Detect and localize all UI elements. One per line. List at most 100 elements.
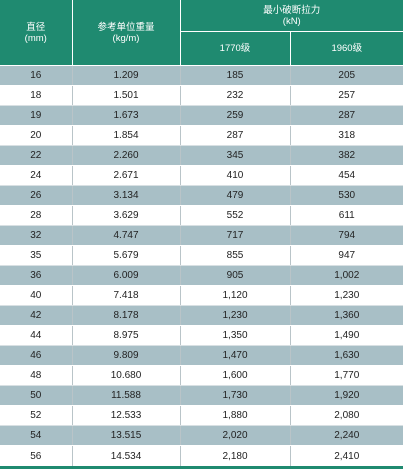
force-1960-cell: 2,410 (290, 446, 403, 468)
diameter-cell: 28 (0, 206, 72, 226)
header-grade-1960: 1960级 (290, 32, 403, 66)
header-grade-1770: 1770级 (180, 32, 290, 66)
force-1770-cell: 1,120 (180, 286, 290, 306)
force-1770-cell: 1,470 (180, 346, 290, 366)
force-1960-cell: 454 (290, 166, 403, 186)
weight-cell: 4.747 (72, 226, 180, 246)
diameter-cell: 22 (0, 146, 72, 166)
diameter-cell: 52 (0, 406, 72, 426)
weight-cell: 1.209 (72, 66, 180, 86)
weight-cell: 12.533 (72, 406, 180, 426)
force-1960-cell: 530 (290, 186, 403, 206)
diameter-cell: 46 (0, 346, 72, 366)
force-1960-cell: 1,920 (290, 386, 403, 406)
force-1770-cell: 905 (180, 266, 290, 286)
force-1770-cell: 855 (180, 246, 290, 266)
force-1960-cell: 1,002 (290, 266, 403, 286)
diameter-cell: 42 (0, 306, 72, 326)
diameter-cell: 48 (0, 366, 72, 386)
diameter-cell: 44 (0, 326, 72, 346)
force-1960-cell: 794 (290, 226, 403, 246)
weight-cell: 9.809 (72, 346, 180, 366)
force-1770-cell: 552 (180, 206, 290, 226)
force-1770-cell: 1,880 (180, 406, 290, 426)
force-1770-cell: 259 (180, 106, 290, 126)
force-1770-cell: 232 (180, 86, 290, 106)
diameter-cell: 24 (0, 166, 72, 186)
header-weight-unit: (kg/m) (73, 33, 180, 44)
header-weight-label: 参考单位重量 (73, 22, 180, 33)
weight-cell: 14.534 (72, 446, 180, 468)
force-1770-cell: 287 (180, 126, 290, 146)
diameter-cell: 16 (0, 66, 72, 86)
force-1960-cell: 382 (290, 146, 403, 166)
force-1960-cell: 611 (290, 206, 403, 226)
diameter-cell: 18 (0, 86, 72, 106)
force-1770-cell: 410 (180, 166, 290, 186)
weight-cell: 13.515 (72, 426, 180, 446)
weight-cell: 1.501 (72, 86, 180, 106)
diameter-cell: 54 (0, 426, 72, 446)
header-weight: 参考单位重量 (kg/m) (72, 0, 180, 66)
weight-cell: 3.629 (72, 206, 180, 226)
diameter-cell: 36 (0, 266, 72, 286)
force-1960-cell: 1,630 (290, 346, 403, 366)
diameter-cell: 20 (0, 126, 72, 146)
weight-cell: 7.418 (72, 286, 180, 306)
weight-cell: 11.588 (72, 386, 180, 406)
force-1960-cell: 1,490 (290, 326, 403, 346)
force-1770-cell: 2,020 (180, 426, 290, 446)
weight-cell: 5.679 (72, 246, 180, 266)
force-1960-cell: 205 (290, 66, 403, 86)
header-breaking-force: 最小破断拉力 (kN) (180, 0, 403, 32)
force-1960-cell: 318 (290, 126, 403, 146)
force-1770-cell: 345 (180, 146, 290, 166)
header-force-unit: (kN) (181, 16, 403, 27)
header-diameter-label: 直径 (0, 22, 72, 33)
weight-cell: 2.671 (72, 166, 180, 186)
force-1770-cell: 717 (180, 226, 290, 246)
force-1960-cell: 257 (290, 86, 403, 106)
table-header: 直径 (mm) 参考单位重量 (kg/m) 最小破断拉力 (kN) 1770级 … (0, 0, 403, 66)
weight-cell: 3.134 (72, 186, 180, 206)
weight-cell: 1.854 (72, 126, 180, 146)
diameter-cell: 26 (0, 186, 72, 206)
force-1960-cell: 947 (290, 246, 403, 266)
diameter-cell: 19 (0, 106, 72, 126)
weight-cell: 6.009 (72, 266, 180, 286)
weight-cell: 8.975 (72, 326, 180, 346)
force-1770-cell: 1,600 (180, 366, 290, 386)
diameter-cell: 35 (0, 246, 72, 266)
diameter-cell: 40 (0, 286, 72, 306)
diameter-cell: 50 (0, 386, 72, 406)
force-1770-cell: 2,180 (180, 446, 290, 468)
force-1770-cell: 185 (180, 66, 290, 86)
diameter-cell: 56 (0, 446, 72, 468)
force-1960-cell: 2,080 (290, 406, 403, 426)
force-1960-cell: 1,770 (290, 366, 403, 386)
force-1960-cell: 2,240 (290, 426, 403, 446)
weight-cell: 2.260 (72, 146, 180, 166)
weight-cell: 1.673 (72, 106, 180, 126)
force-1960-cell: 1,360 (290, 306, 403, 326)
force-1770-cell: 1,730 (180, 386, 290, 406)
